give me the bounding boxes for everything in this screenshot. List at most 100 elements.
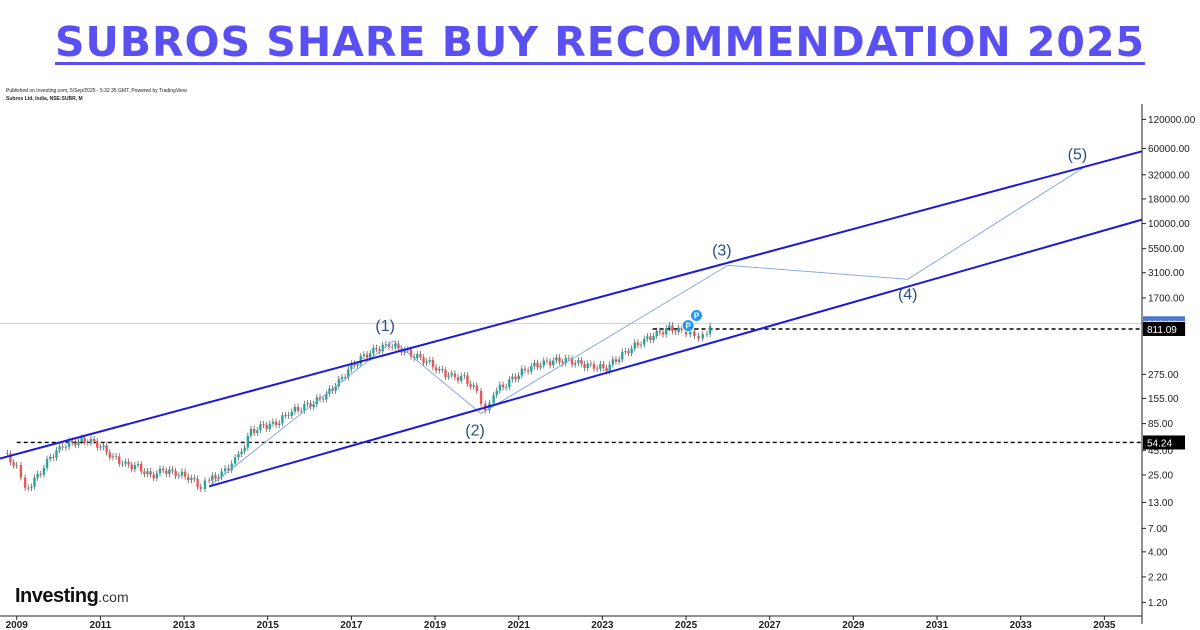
candle-body	[64, 447, 68, 448]
candle-body	[152, 474, 155, 479]
candle-body	[58, 446, 61, 451]
candle-body	[77, 441, 80, 446]
candle-body	[586, 363, 589, 369]
candle-body	[441, 368, 444, 371]
x-tick-label: 2021	[508, 620, 531, 630]
candle-body	[708, 326, 712, 334]
y-tick-label: 10000.00	[1148, 219, 1190, 230]
y-tick-label: 85.00	[1148, 419, 1173, 430]
candle-body	[630, 348, 633, 354]
candle-body	[517, 375, 520, 380]
y-tick-label: 2.20	[1148, 572, 1168, 583]
candle-body	[394, 343, 397, 348]
candle-body	[230, 463, 233, 471]
price-chart[interactable]: (1)(2)(3)(4)(5) PP 2009 2011 2013 2015 2017 2…	[0, 104, 1200, 630]
candle-body	[552, 360, 555, 366]
candle-body	[428, 359, 432, 362]
candle-body	[183, 471, 187, 477]
x-tick-label: 2031	[926, 620, 949, 630]
candle-body	[240, 451, 243, 455]
candle-body	[542, 360, 546, 366]
candle-body	[697, 336, 700, 339]
candle-body	[387, 343, 391, 347]
candle-body	[139, 464, 143, 472]
candle-body	[479, 390, 483, 404]
candle-body	[196, 478, 199, 487]
candle-body	[337, 379, 341, 387]
candle-body	[501, 384, 505, 388]
candle-body	[281, 415, 284, 424]
candle-body	[425, 361, 428, 363]
candle-body	[372, 347, 375, 354]
x-tick-label: 2027	[759, 620, 782, 630]
candle-body	[233, 457, 237, 464]
candle-body	[592, 364, 596, 369]
x-tick-label: 2015	[257, 620, 280, 630]
candle-body	[475, 385, 479, 391]
candle-body	[325, 393, 328, 400]
candle-body	[214, 475, 217, 479]
candle-body	[274, 421, 278, 426]
candle-body	[74, 442, 77, 446]
candle-body	[520, 368, 524, 376]
candle-body	[492, 395, 495, 404]
candle-body	[526, 370, 530, 372]
candle-body	[661, 332, 665, 335]
candle-body	[608, 364, 611, 372]
candle-body	[293, 406, 297, 412]
candle-body	[262, 424, 265, 426]
wave-label: (2)	[465, 423, 485, 440]
candle-body	[299, 410, 303, 412]
candle-body	[456, 377, 460, 381]
candle-body	[161, 468, 165, 471]
candle-body	[530, 366, 533, 372]
candle-body	[12, 462, 15, 466]
candle-body	[309, 403, 312, 408]
candle-body	[444, 370, 447, 377]
candle-body	[165, 470, 168, 475]
candle-body	[193, 478, 196, 479]
candle-body	[249, 428, 253, 436]
candle-body	[416, 354, 419, 359]
candle-body	[555, 357, 558, 361]
candle-body	[149, 471, 152, 475]
brand-main: Investing	[15, 585, 99, 607]
candle-body	[268, 423, 272, 429]
price-badge-label: 54.24	[1147, 438, 1172, 449]
candle-body	[359, 356, 362, 365]
candle-body	[118, 456, 121, 464]
candle-body	[318, 397, 322, 400]
x-tick-label: 2017	[340, 620, 363, 630]
candle-body	[143, 471, 146, 475]
candle-body	[127, 461, 130, 465]
candle-body	[312, 404, 315, 408]
candle-body	[252, 428, 256, 433]
candle-body	[256, 430, 259, 433]
x-tick-label: 2009	[6, 620, 29, 630]
candle-body	[340, 377, 344, 380]
candle-body	[614, 359, 618, 362]
candle-body	[539, 365, 542, 368]
candle-body	[567, 357, 571, 359]
candle-body	[617, 359, 621, 362]
candle-body	[693, 331, 696, 337]
candle-body	[406, 349, 410, 351]
y-tick-label: 275.00	[1148, 370, 1179, 381]
wave-label: (1)	[375, 318, 395, 335]
candle-body	[419, 354, 422, 358]
marker-badge	[689, 308, 703, 322]
channel-lower-line	[208, 218, 1143, 488]
candle-body	[624, 350, 627, 352]
candle-body	[365, 354, 369, 358]
candle-body	[33, 477, 36, 487]
candle-body	[639, 344, 643, 346]
y-tick-label: 32000.00	[1148, 170, 1190, 181]
candle-body	[207, 480, 211, 482]
y-tick-label: 45.00	[1148, 446, 1173, 457]
candle-body	[564, 357, 567, 364]
candle-body	[290, 411, 293, 416]
candle-body	[70, 440, 74, 443]
candle-body	[271, 421, 275, 424]
candle-body	[180, 471, 184, 476]
candle-body	[375, 347, 378, 350]
